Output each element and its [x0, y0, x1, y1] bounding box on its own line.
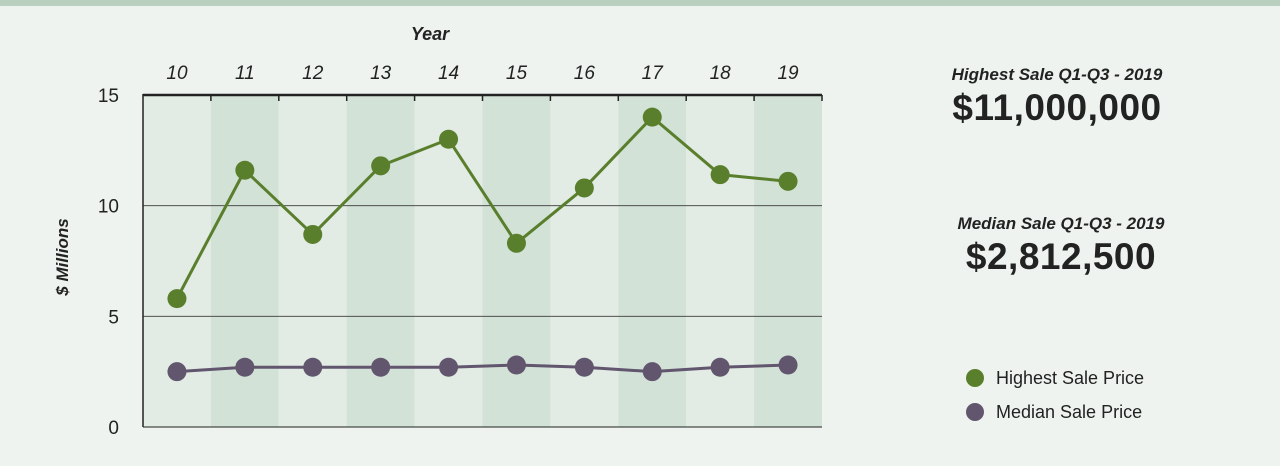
column-band-13: [346, 95, 415, 427]
column-band-19: [754, 95, 822, 427]
y-tick-label: 5: [108, 307, 119, 328]
data-point-highest-sale-price: [167, 289, 187, 309]
data-point-median-sale-price: [439, 357, 459, 377]
x-tick-label: 14: [438, 63, 459, 84]
x-tick-label: 16: [574, 63, 596, 84]
column-band-16: [550, 95, 619, 427]
highest-sale-label: Highest Sale Q1-Q3 - 2019: [951, 65, 1163, 84]
data-point-highest-sale-price: [439, 129, 459, 149]
top-accent-bar: [0, 0, 1280, 6]
column-band-15: [482, 95, 551, 427]
legend-item-median: Median Sale Price: [966, 395, 1144, 429]
data-point-highest-sale-price: [574, 178, 594, 198]
data-point-highest-sale-price: [642, 107, 662, 127]
legend-swatch-highest: [966, 369, 984, 387]
data-point-median-sale-price: [710, 357, 730, 377]
legend-swatch-median: [966, 403, 984, 421]
column-band-18: [686, 95, 755, 427]
legend-item-highest: Highest Sale Price: [966, 361, 1144, 395]
y-axis-title: $ Millions: [53, 218, 72, 296]
y-tick-label: 15: [98, 86, 119, 107]
data-point-median-sale-price: [642, 362, 662, 382]
highest-sale-value: $11,000,000: [952, 87, 1162, 128]
data-point-highest-sale-price: [506, 233, 526, 253]
x-tick-label: 15: [506, 63, 528, 84]
median-sale-stat: Median Sale Q1-Q3 - 2019 $2,812,500: [911, 214, 1211, 278]
column-band-12: [278, 95, 347, 427]
data-point-median-sale-price: [167, 362, 187, 382]
data-point-highest-sale-price: [371, 156, 391, 176]
x-tick-label: 11: [235, 63, 255, 84]
median-sale-label: Median Sale Q1-Q3 - 2019: [957, 214, 1165, 233]
data-point-median-sale-price: [303, 357, 323, 377]
line-chart: 10 11 12 13 14 15 16 17 18 19 0 5 10 15 Year $ Millions: [53, 24, 823, 439]
x-tick-label: 13: [370, 63, 392, 84]
series-line-highest-sale-price: [175, 115, 789, 300]
median-sale-value: $2,812,500: [965, 236, 1157, 277]
x-tick-label: 10: [166, 63, 188, 84]
legend-label-median: Median Sale Price: [996, 401, 1143, 422]
data-point-median-sale-price: [574, 357, 594, 377]
legend-label-highest: Highest Sale Price: [996, 367, 1145, 388]
data-point-highest-sale-price: [235, 160, 255, 180]
column-band-11: [210, 95, 279, 427]
highest-sale-stat: Highest Sale Q1-Q3 - 2019 $11,000,000: [907, 65, 1207, 129]
x-tick-label: 18: [710, 63, 732, 84]
data-point-highest-sale-price: [303, 224, 323, 244]
data-point-median-sale-price: [778, 355, 798, 375]
data-point-highest-sale-price: [778, 171, 798, 191]
x-tick-label: 12: [302, 63, 324, 84]
data-point-median-sale-price: [506, 355, 526, 375]
chart-legend: Highest Sale Price Median Sale Price: [966, 361, 1144, 429]
data-point-median-sale-price: [235, 357, 255, 377]
x-tick-label: 17: [642, 63, 665, 84]
x-axis-title: Year: [411, 24, 450, 44]
y-tick-label: 10: [98, 197, 119, 218]
data-point-highest-sale-price: [710, 165, 730, 185]
series-line-median-sale-price: [176, 363, 789, 374]
data-point-median-sale-price: [371, 357, 391, 377]
x-tick-label: 19: [777, 63, 799, 84]
y-tick-label: 0: [108, 418, 119, 439]
